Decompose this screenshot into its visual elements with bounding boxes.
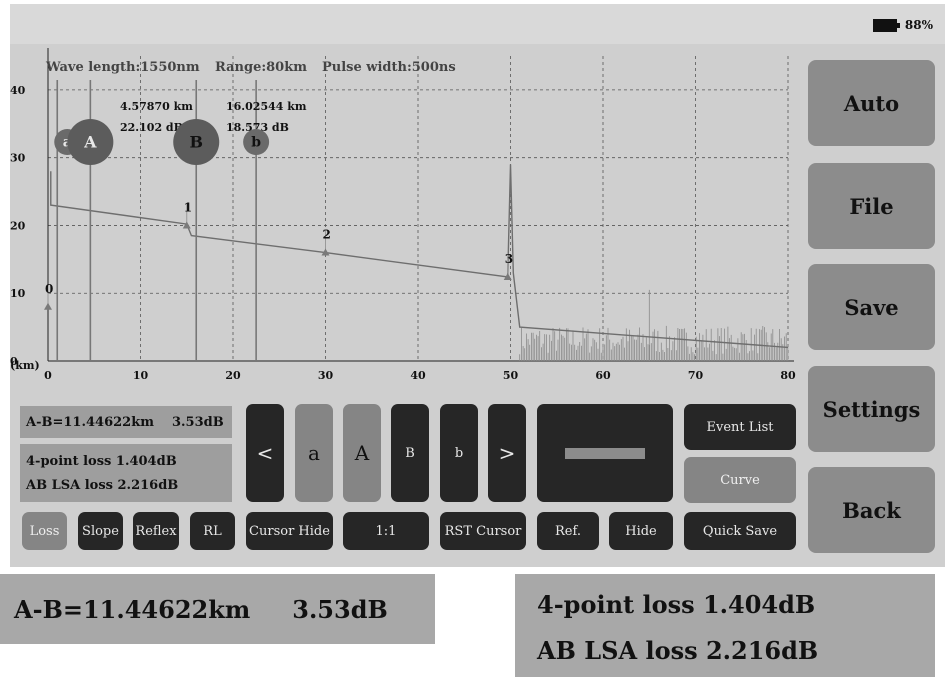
- lsa-loss-zoom: AB LSA loss 2.216dB: [537, 636, 819, 665]
- cursor-prev-button[interactable]: <: [246, 404, 284, 502]
- noise-path: [519, 289, 789, 361]
- wavelength-label: Wave length:1550nm: [45, 60, 200, 75]
- cursor-bubble-label-A: A: [83, 132, 97, 151]
- chart-grid: [48, 56, 789, 361]
- battery-icon: [872, 18, 900, 32]
- four-point-loss-zoom: 4-point loss 1.404dB: [537, 590, 816, 619]
- loss-mode-button[interactable]: Loss: [22, 512, 67, 550]
- cursor-bubble-A[interactable]: [67, 119, 114, 165]
- x-tick-label: 60: [595, 369, 611, 382]
- auto-button[interactable]: Auto: [808, 60, 935, 146]
- pulse-width-label: Pulse width:500ns: [322, 60, 456, 75]
- y-tick-label: 20: [10, 219, 26, 232]
- x-tick-label: 0: [44, 369, 52, 382]
- event-marker-0[interactable]: [44, 302, 52, 310]
- progress-bar: [565, 447, 645, 459]
- trace-header: Wave length:1550nm Range:80km Pulse widt…: [45, 60, 456, 75]
- cursor-a-big-button[interactable]: A: [343, 404, 381, 502]
- cursor-b-distance: 16.02544 km: [226, 100, 307, 113]
- y-tick-label: 10: [10, 287, 26, 300]
- x-tick-label: 10: [133, 369, 149, 382]
- event-label-1: 1: [184, 200, 192, 214]
- quick-save-button[interactable]: Quick Save: [684, 512, 796, 550]
- event-marker-2[interactable]: [321, 248, 330, 256]
- chevron-right-icon: >: [498, 441, 516, 465]
- event-marker-1[interactable]: [182, 221, 191, 229]
- otdr-screen: 88% 0 1 2 3 40 30 20 10 0 0 10 20 30 40 50 60 70 80 (km) …: [10, 4, 945, 567]
- cursor-b-big-button[interactable]: B: [391, 404, 429, 502]
- x-tick-label: 30: [318, 369, 334, 382]
- cursor-hide-button[interactable]: Cursor Hide: [246, 512, 333, 550]
- ab-loss-zoom: 3.53dB: [292, 594, 388, 624]
- chart-axes: [47, 48, 794, 362]
- event-markers: 0 1 2 3: [44, 200, 513, 310]
- ratio-button[interactable]: 1:1: [343, 512, 429, 550]
- y-tick-label: 30: [10, 152, 26, 165]
- x-tick-label: 70: [688, 369, 704, 382]
- reflex-mode-button[interactable]: Reflex: [133, 512, 179, 550]
- cursor-bubble-label-b: b: [251, 135, 261, 151]
- y-tick-label: 0: [10, 355, 18, 368]
- cursor-a-loss: 22.102 dB: [120, 121, 183, 134]
- ab-summary-zoom: A-B=11.44622km 3.53dB: [0, 574, 435, 644]
- x-tick-label: 40: [410, 369, 426, 382]
- cursor-bubble-B[interactable]: [173, 119, 220, 165]
- event-label-0: 0: [45, 282, 53, 296]
- trace-line: [50, 164, 789, 349]
- cursor-b-loss: 18.573 dB: [226, 121, 289, 134]
- range-label: Range:80km: [215, 60, 307, 75]
- cursor-b-small-button[interactable]: b: [440, 404, 478, 502]
- cursor-a-small-button[interactable]: a: [295, 404, 333, 502]
- event-label-2: 2: [323, 228, 331, 242]
- y-tick-label: 40: [10, 84, 26, 97]
- file-button[interactable]: File: [808, 163, 935, 249]
- cursor-readouts: 4.57870 km 22.102 dB 16.02544 km 18.573 …: [120, 100, 307, 134]
- settings-button[interactable]: Settings: [808, 366, 935, 452]
- x-tick-label: 20: [225, 369, 241, 382]
- loss-summary: 4-point loss 1.404dB AB LSA loss 2.216dB: [20, 444, 232, 502]
- ref-button[interactable]: Ref.: [537, 512, 599, 550]
- ab-summary: A-B=11.44622km 3.53dB: [20, 406, 232, 438]
- x-unit-label: (km): [10, 359, 40, 372]
- measure-progress-panel: [537, 404, 673, 502]
- curve-button[interactable]: Curve: [684, 457, 796, 503]
- otdr-trace-chart[interactable]: 0 1 2 3 40 30 20 10 0 0 10 20 30 40 50 60 70 80 (km) Wave…: [10, 44, 800, 399]
- four-point-loss: 4-point loss 1.404dB: [26, 454, 177, 469]
- cursor-bubble-label-B: B: [189, 132, 203, 151]
- chevron-left-icon: <: [256, 441, 274, 465]
- loss-summary-zoom: 4-point loss 1.404dB AB LSA loss 2.216dB: [515, 574, 935, 677]
- cursor-next-button[interactable]: >: [488, 404, 526, 502]
- lsa-loss: AB LSA loss 2.216dB: [26, 478, 179, 493]
- rst-cursor-button[interactable]: RST Cursor: [440, 512, 526, 550]
- cursor-a-distance: 4.57870 km: [120, 100, 193, 113]
- hide-button[interactable]: Hide: [609, 512, 673, 550]
- battery-indicator: 88%: [872, 18, 933, 32]
- cursor-bubble-label-a: a: [63, 135, 72, 151]
- back-button[interactable]: Back: [808, 467, 935, 553]
- x-tick-label: 50: [503, 369, 519, 382]
- rl-mode-button[interactable]: RL: [190, 512, 235, 550]
- status-bar: 88%: [10, 4, 945, 44]
- ab-distance-zoom: A-B=11.44622km: [14, 594, 251, 624]
- save-button[interactable]: Save: [808, 264, 935, 350]
- noise-floor: [519, 289, 789, 361]
- ab-distance: A-B=11.44622km: [26, 414, 154, 430]
- ab-loss: 3.53dB: [171, 414, 224, 430]
- event-label-3: 3: [505, 252, 513, 266]
- x-tick-label: 80: [780, 369, 796, 382]
- slope-mode-button[interactable]: Slope: [78, 512, 123, 550]
- event-marker-3[interactable]: [503, 272, 512, 280]
- battery-percent: 88%: [904, 18, 933, 32]
- event-list-button[interactable]: Event List: [684, 404, 796, 450]
- cursor-bubble-b[interactable]: [243, 129, 270, 155]
